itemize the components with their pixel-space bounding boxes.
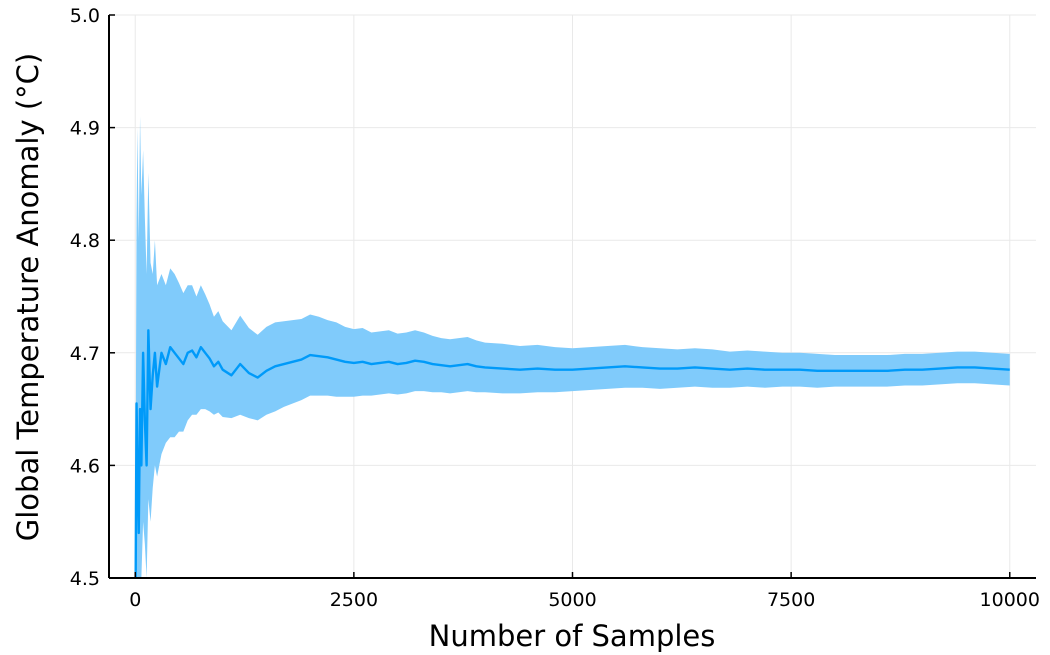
y-ticks: 4.5 4.6 4.7 4.8 4.9 5.0 xyxy=(70,5,115,590)
y-tick-label: 5.0 xyxy=(70,5,100,27)
x-tick-label: 7500 xyxy=(767,589,815,611)
x-ticks: 0 2500 5000 7500 10000 xyxy=(129,572,1040,611)
y-tick-label: 4.7 xyxy=(70,343,100,365)
grid-lines xyxy=(109,14,1036,579)
x-tick-label: 0 xyxy=(129,589,141,611)
x-axis-label: Number of Samples xyxy=(429,619,716,653)
y-axis-label: Global Temperature Anomaly (°C) xyxy=(11,53,45,541)
x-tick-label: 5000 xyxy=(548,589,596,611)
confidence-band xyxy=(135,116,1010,578)
x-tick-label: 2500 xyxy=(330,589,378,611)
y-tick-label: 4.5 xyxy=(70,568,100,590)
y-tick-label: 4.9 xyxy=(70,118,100,140)
y-tick-label: 4.8 xyxy=(70,230,100,252)
y-tick-label: 4.6 xyxy=(70,455,100,477)
x-tick-label: 10000 xyxy=(980,589,1040,611)
series-line xyxy=(134,329,1010,578)
